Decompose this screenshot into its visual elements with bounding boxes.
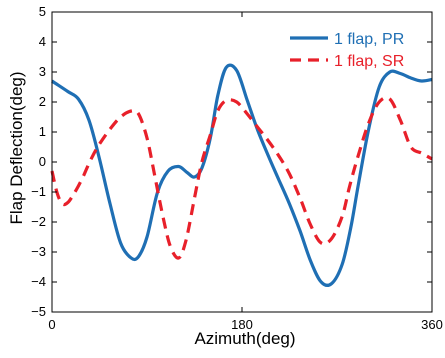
y-axis-label: Flap Deflection(deg) bbox=[7, 71, 26, 224]
x-tick-label: 0 bbox=[48, 317, 55, 332]
y-tick-label: 1 bbox=[39, 124, 46, 139]
y-tick-label: −5 bbox=[31, 304, 46, 319]
y-tick-label: 3 bbox=[39, 64, 46, 79]
series-line-sr bbox=[50, 95, 433, 260]
y-tick-label: −2 bbox=[31, 214, 46, 229]
legend-label-pr: 1 flap, PR bbox=[334, 31, 404, 48]
x-tick-label: 180 bbox=[231, 317, 253, 332]
series-line-pr bbox=[51, 63, 433, 287]
x-axis-label: Azimuth(deg) bbox=[194, 329, 295, 348]
legend-label-sr: 1 flap, SR bbox=[334, 53, 404, 70]
y-tick-label: −4 bbox=[31, 274, 46, 289]
y-tick-label: 2 bbox=[39, 94, 46, 109]
y-tick-label: 4 bbox=[39, 34, 46, 49]
y-tick-label: 0 bbox=[39, 154, 46, 169]
y-tick-label: 5 bbox=[39, 4, 46, 19]
y-tick-label: −3 bbox=[31, 244, 46, 259]
y-tick-label: −1 bbox=[31, 184, 46, 199]
x-tick-label: 360 bbox=[421, 317, 443, 332]
plot-area: −5 −4 −3 −2 −1 0 1 2 3 4 5 0 180 360 1 flap, PR 1 flap,… bbox=[31, 4, 443, 332]
